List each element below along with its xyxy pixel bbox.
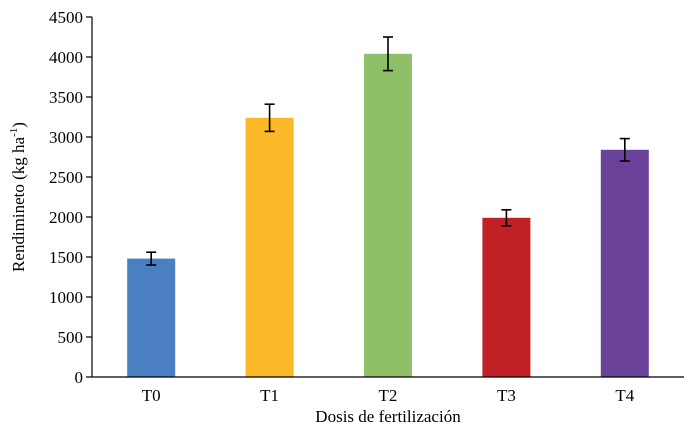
y-tick-label: 2000 [49, 208, 83, 227]
y-tick-label: 0 [75, 368, 84, 387]
bar-t4 [600, 149, 649, 377]
error-bar-t1 [264, 103, 275, 133]
y-axis-title: Rendimineto (kg ha-1) [8, 122, 28, 272]
y-tick-label: 500 [58, 328, 84, 347]
bar-t2 [364, 53, 412, 378]
y-axis-title-superscript: -1 [8, 128, 20, 137]
error-bar-t2 [383, 36, 393, 72]
y-axis-title-main: Rendimineto (kg ha [9, 136, 28, 271]
x-tick-label-t0: T0 [142, 386, 161, 405]
y-tick-label: 2500 [49, 168, 83, 187]
y-tick-label: 1000 [49, 288, 83, 307]
x-tick-label-t2: T2 [379, 386, 398, 405]
x-axis-tick-labels: T0 T1 T2 T3 T4 [142, 386, 635, 405]
x-tick-label-t4: T4 [615, 386, 634, 405]
y-tick-label: 4000 [49, 48, 83, 67]
error-bar-t0 [146, 251, 157, 266]
bar-t1 [245, 117, 294, 378]
x-axis-title: Dosis de fertilización [315, 407, 461, 426]
bar-t0 [127, 258, 176, 377]
y-tick-label: 1500 [49, 248, 83, 267]
error-bar-t3 [501, 209, 512, 227]
error-bar-t4 [619, 137, 630, 162]
bars-group [127, 53, 649, 378]
y-axis-title-close: ) [9, 122, 28, 128]
y-tick-label: 3500 [49, 88, 83, 107]
y-axis-ticks: 0 500 1000 1500 2000 2500 3000 3500 4000 4500 [49, 8, 92, 387]
y-tick-label: 4500 [49, 8, 83, 27]
x-tick-label-t3: T3 [497, 386, 516, 405]
error-bars-group [146, 36, 630, 266]
y-tick-label: 3000 [49, 128, 83, 147]
x-tick-label-t1: T1 [260, 386, 279, 405]
bar-t3 [482, 217, 531, 377]
